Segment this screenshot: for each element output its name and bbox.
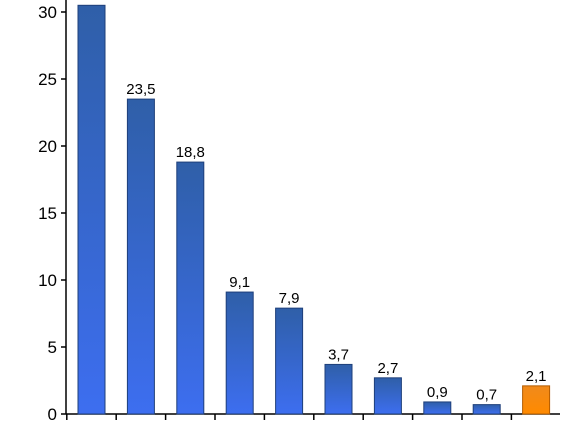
bar-data-label: 3,7 bbox=[328, 346, 349, 363]
bar bbox=[522, 385, 551, 415]
y-tick-label: 25 bbox=[38, 70, 57, 89]
bar-data-label: 0,7 bbox=[476, 387, 497, 404]
y-axis: 0 5 10 15 20 25 30 bbox=[38, 0, 67, 424]
bar bbox=[225, 291, 254, 415]
bar-data-label: 2,1 bbox=[526, 368, 547, 385]
bar-data-label: 9,1 bbox=[229, 274, 250, 291]
bar bbox=[324, 363, 353, 415]
y-tick-label: 15 bbox=[38, 204, 57, 223]
bar bbox=[373, 377, 402, 415]
bar bbox=[275, 307, 304, 415]
bar bbox=[77, 4, 106, 415]
x-axis bbox=[66, 413, 560, 420]
bars bbox=[77, 4, 551, 415]
bar bbox=[126, 98, 155, 415]
bar-data-label: 18,8 bbox=[176, 144, 205, 161]
bar bbox=[472, 404, 501, 415]
y-tick-label: 10 bbox=[38, 271, 57, 290]
bar-data-label: 2,7 bbox=[377, 360, 398, 377]
bar bbox=[423, 401, 452, 415]
bar-data-label: 0,9 bbox=[427, 384, 448, 401]
y-tick-label: 0 bbox=[48, 405, 57, 424]
y-tick-label: 5 bbox=[48, 338, 57, 357]
y-tick-label: 20 bbox=[38, 137, 57, 156]
bar-data-label: 23,5 bbox=[126, 81, 155, 98]
bar bbox=[176, 161, 205, 415]
data-labels: 23,5 18,8 9,1 7,9 3,7 2,7 0,9 0,7 2,1 bbox=[126, 81, 546, 404]
y-tick-label: 30 bbox=[38, 3, 57, 22]
bar-data-label: 7,9 bbox=[279, 290, 300, 307]
